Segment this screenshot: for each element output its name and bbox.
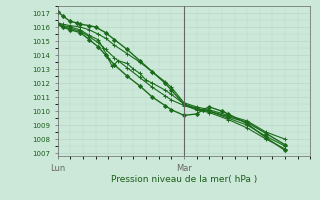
X-axis label: Pression niveau de la mer( hPa ): Pression niveau de la mer( hPa ): [111, 175, 257, 184]
